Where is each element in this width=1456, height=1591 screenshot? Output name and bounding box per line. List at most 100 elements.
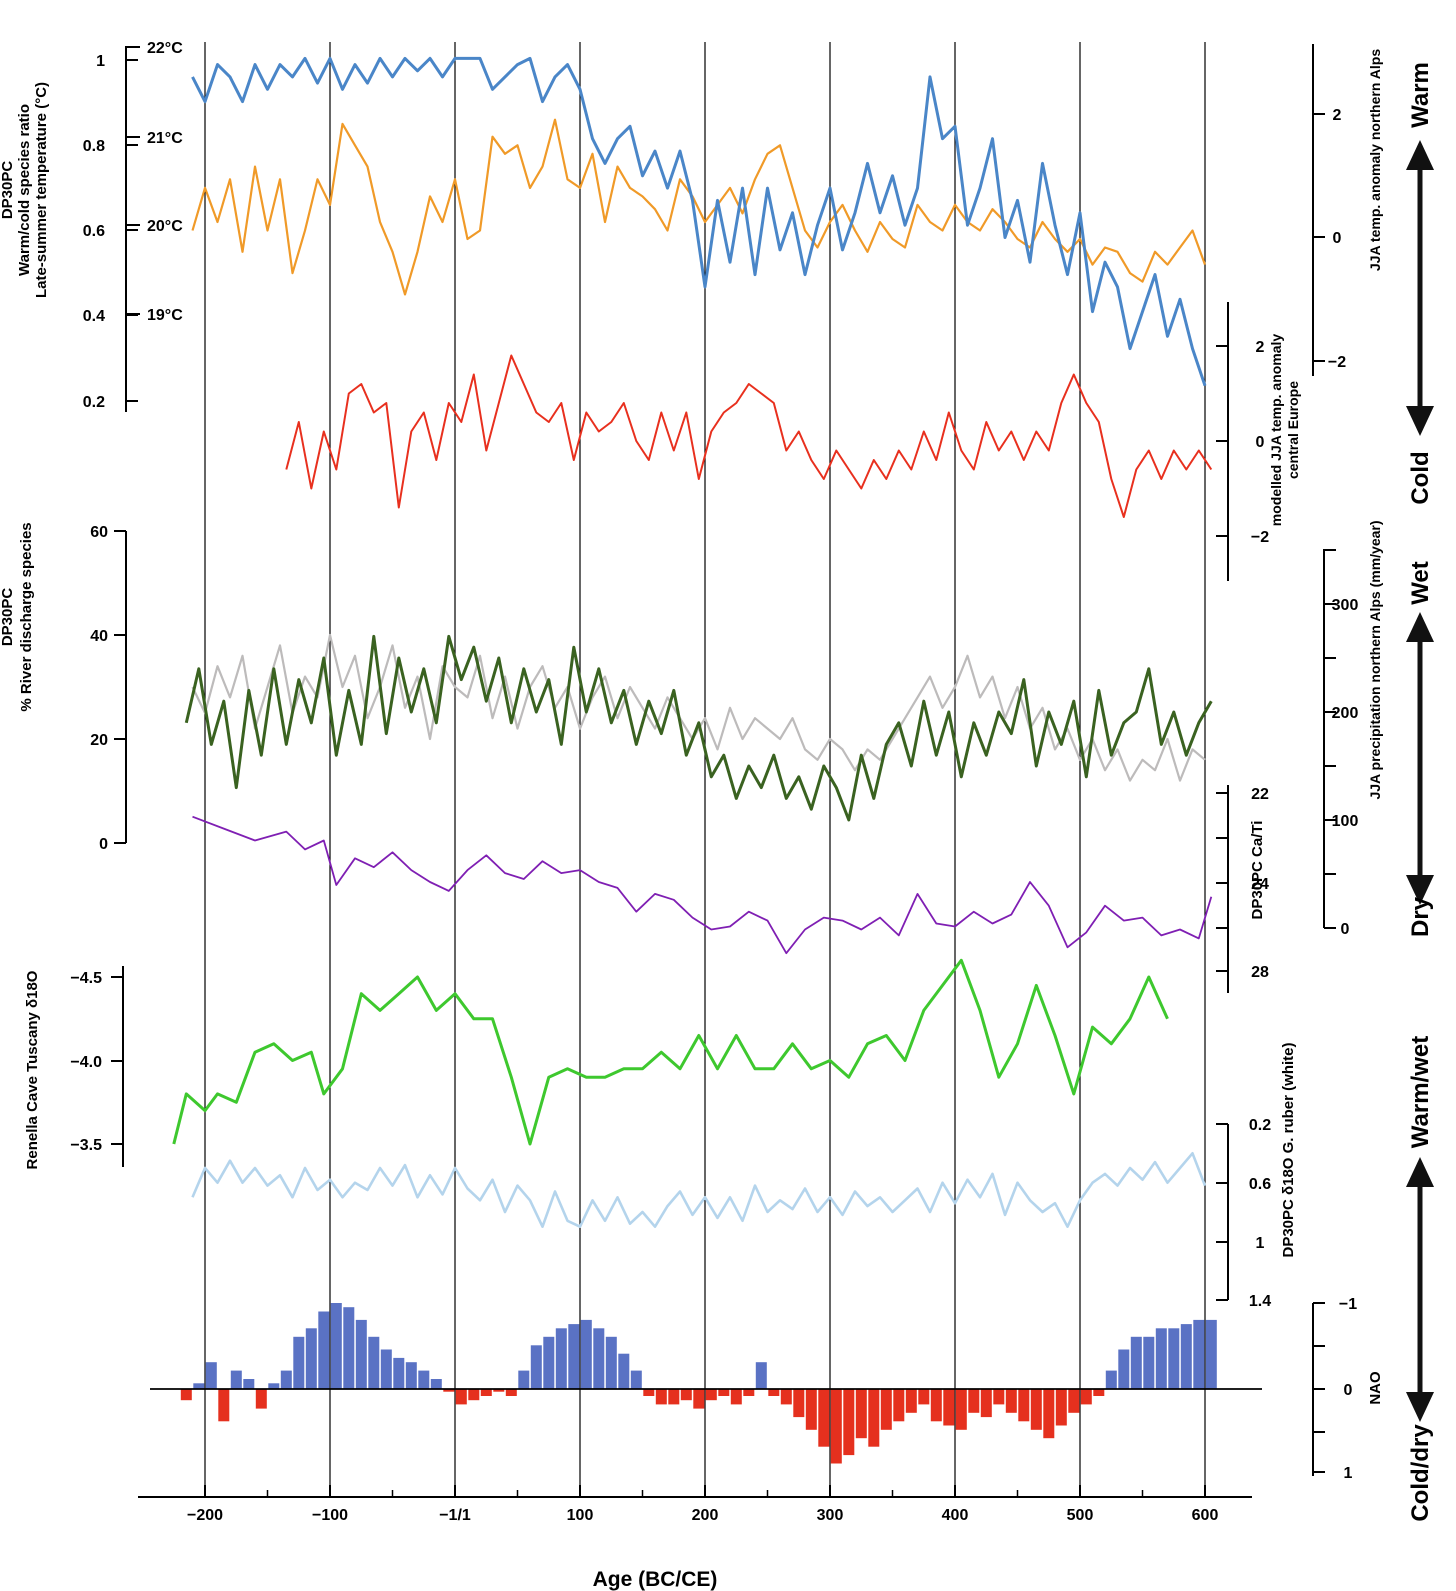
nao-bar (930, 1389, 942, 1422)
ratio-axis-title-1: DP30PC (0, 161, 16, 220)
nao-bar (193, 1383, 205, 1389)
cati-tick-label: 24 (1251, 876, 1269, 893)
nao-bar (1143, 1336, 1155, 1389)
nao-bar (205, 1362, 217, 1389)
nao-bar (880, 1389, 892, 1430)
x-axis-title: Age (BC/CE) (593, 1568, 718, 1591)
ce-temp-axis-tick-label: 0 (1256, 434, 1265, 451)
nao-bar (755, 1362, 767, 1389)
alps-temp-axis-title: JJA temp. anomaly northern Alps (1367, 49, 1383, 271)
cati-axis (1216, 785, 1229, 993)
ratio-axis-tick-label: 0.8 (83, 138, 105, 155)
ce-temp-axis-title-2: central Europe (1285, 381, 1301, 479)
temp-tick-label: 19°C (147, 307, 183, 324)
nao-bar (668, 1389, 680, 1405)
nao-bar (543, 1336, 555, 1389)
nao-bar (368, 1336, 380, 1389)
nao-bar (493, 1389, 505, 1392)
nao-bar (1105, 1370, 1117, 1389)
x-tick-label: 500 (1067, 1507, 1094, 1524)
river-axis-tick-label: 40 (90, 628, 108, 645)
ce-temp-axis-tick-label: 2 (1256, 339, 1265, 356)
nao-bars (180, 1303, 1217, 1464)
nao-bar (1155, 1328, 1167, 1389)
ce-temp-axis: 2 0 −2 (1216, 302, 1269, 581)
ratio-axis-tick-label: 0.6 (83, 223, 105, 240)
nao-bar (655, 1389, 667, 1405)
river-axis-title-2: % River discharge species (18, 522, 35, 711)
nao-bar (1055, 1389, 1067, 1426)
nao-bar (505, 1389, 517, 1396)
nao-tick-label: −1 (1339, 1296, 1357, 1313)
nao-bar (1080, 1389, 1092, 1405)
nao-bar (518, 1370, 530, 1389)
ruber-axis-tick-label: 1.4 (1249, 1293, 1271, 1310)
precip-axis-title: JJA precipitation northern Alps (mm/year… (1367, 520, 1383, 799)
nao-bar (318, 1311, 330, 1389)
x-tick-label: 400 (942, 1507, 969, 1524)
ratio-axis-title-2: Warm/cold species ratio (16, 104, 33, 276)
nao-bar (418, 1370, 430, 1389)
nao-bar (693, 1389, 705, 1409)
nao-bar (905, 1389, 917, 1413)
temp-tick-label: 22°C (147, 40, 183, 57)
temp-tick-label: 21°C (147, 130, 183, 147)
ruber-axis-title: DP30PC δ18O G. ruber (white) (1280, 1043, 1297, 1258)
nao-bar (1005, 1389, 1017, 1413)
alps-temp-axis-tick-label: 2 (1333, 107, 1342, 124)
nao-bar (743, 1389, 755, 1396)
renella-axis-title: Renella Cave Tuscany δ18O (24, 970, 41, 1169)
nao-bar (1118, 1349, 1130, 1389)
nao-bar (430, 1379, 442, 1389)
nao-bar (580, 1319, 592, 1389)
x-axis: −200 −100 −1/1 100 200 300 400 500 600 Age (BC/CE… (138, 1485, 1252, 1591)
ratio-axis-tick-label: 0.2 (83, 394, 105, 411)
renella-axis-tick-label: −3.5 (70, 1137, 102, 1154)
nao-bar (218, 1389, 230, 1422)
nao-bar (830, 1389, 842, 1464)
nao-bar (1193, 1319, 1205, 1389)
series-renella-line (172, 958, 1169, 1146)
nao-tick-label: 1 (1344, 1465, 1353, 1482)
ruber-axis-tick-label: 0.6 (1249, 1176, 1271, 1193)
river-axis-tick-label: 0 (99, 836, 108, 853)
nao-bar (455, 1389, 467, 1405)
nao-bar (968, 1389, 980, 1413)
nao-bar (180, 1389, 192, 1401)
ratio-axis-tick-label: 0.4 (83, 308, 105, 325)
nao-bar (855, 1389, 867, 1439)
nao-bar (1168, 1328, 1180, 1389)
wet-dry-arrow-arrow-down (1406, 875, 1434, 905)
nao-bar (268, 1383, 280, 1389)
nao-bar (918, 1389, 930, 1405)
x-tick-label: 600 (1192, 1507, 1219, 1524)
nao-bar (993, 1389, 1005, 1405)
nao-bar (530, 1345, 542, 1390)
nao-bar (1030, 1389, 1042, 1430)
nao-bar (1018, 1389, 1030, 1422)
nao-bar (1043, 1389, 1055, 1439)
series-cati-line (192, 815, 1213, 955)
temp-tick-label: 20°C (147, 218, 183, 235)
warmwet-colddry-arrow-top-label: Warm/wet (1407, 1036, 1434, 1148)
nao-bar (293, 1336, 305, 1389)
x-tick-label: 200 (692, 1507, 719, 1524)
x-tick-label: −1/1 (439, 1507, 471, 1524)
river-axis-tick-label: 20 (90, 732, 108, 749)
nao-bar (768, 1389, 780, 1396)
nao-bar (330, 1303, 342, 1389)
nao-bar (818, 1389, 830, 1447)
nao-bar (1093, 1389, 1105, 1396)
ce-temp-axis-tick-label: −2 (1251, 529, 1269, 546)
nao-bar (230, 1370, 242, 1389)
nao-bar (680, 1389, 692, 1401)
x-tick-label: 100 (567, 1507, 594, 1524)
alps-temp-axis-tick-label: −2 (1328, 354, 1346, 371)
nao-bar (943, 1389, 955, 1426)
warmwet-colddry-arrow-arrow-down (1406, 1392, 1434, 1422)
nao-bar (305, 1328, 317, 1389)
ruber-axis: 0.2 0.6 1 1.4 (1216, 1117, 1271, 1310)
precip-tick-label: 200 (1332, 705, 1359, 722)
nao-bar (730, 1389, 742, 1405)
